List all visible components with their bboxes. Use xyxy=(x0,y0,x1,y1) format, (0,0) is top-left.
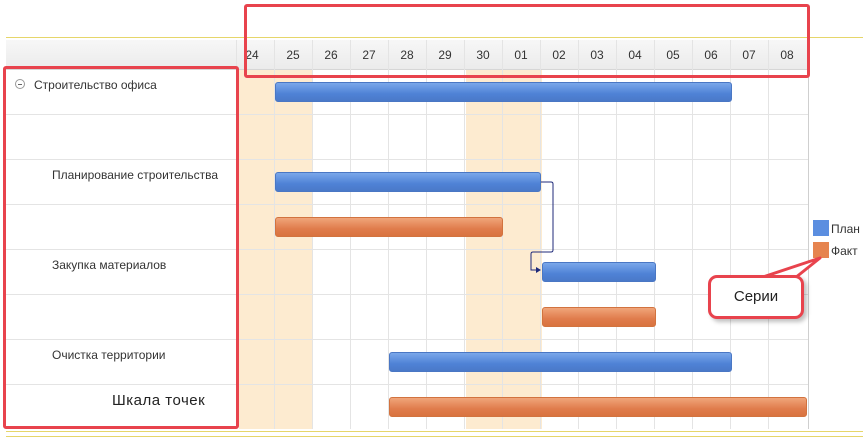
task-list-highlight-frame xyxy=(3,66,239,429)
fact-bar-clearing[interactable] xyxy=(389,397,807,417)
timeline-tick: 26 xyxy=(324,48,338,62)
fact-bar-planning[interactable] xyxy=(275,217,503,237)
grid-line xyxy=(274,40,275,429)
timeline-tick: 01 xyxy=(514,48,528,62)
grid-line xyxy=(540,40,541,429)
timeline-tick: 28 xyxy=(400,48,414,62)
timeline-tick: 02 xyxy=(552,48,566,62)
row-separator xyxy=(6,204,808,205)
plot-right-border xyxy=(808,40,809,429)
timeline-header xyxy=(6,40,808,70)
legend-fact-label: Факт xyxy=(831,244,858,258)
timeline-tick: 03 xyxy=(590,48,604,62)
task-label-planning[interactable]: Планирование строительства xyxy=(52,168,219,182)
chart-bottom-border xyxy=(6,431,863,432)
plan-bar-materials[interactable] xyxy=(542,262,656,282)
legend-fact-swatch xyxy=(813,242,829,258)
grid-line xyxy=(768,40,769,429)
grid-line xyxy=(654,40,655,429)
timeline-tick: 07 xyxy=(742,48,756,62)
legend-plan-swatch xyxy=(813,220,829,236)
timeline-tick: 05 xyxy=(666,48,680,62)
row-separator xyxy=(6,339,808,340)
timeline-tick: 27 xyxy=(362,48,376,62)
grid-line xyxy=(730,40,731,429)
row-separator xyxy=(6,114,808,115)
grid-line xyxy=(578,40,579,429)
collapse-toggle-icon[interactable] xyxy=(15,79,25,89)
plan-bar-office[interactable] xyxy=(275,82,732,102)
callout-joint xyxy=(763,278,789,284)
timeline-tick: 25 xyxy=(286,48,300,62)
row-separator xyxy=(6,249,808,250)
legend-plan-label: План xyxy=(831,222,860,236)
timeline-tick: 04 xyxy=(628,48,642,62)
row-separator xyxy=(6,384,808,385)
fact-bar-materials[interactable] xyxy=(542,307,656,327)
plan-bar-clearing[interactable] xyxy=(389,352,732,372)
chart-top-border xyxy=(6,37,863,38)
timeline-tick: 06 xyxy=(704,48,718,62)
series-callout: Серии xyxy=(708,275,804,319)
row-separator xyxy=(6,294,808,295)
task-label-office[interactable]: Строительство офиса xyxy=(34,78,157,92)
plan-bar-planning[interactable] xyxy=(275,172,541,192)
timeline-tick: 30 xyxy=(476,48,490,62)
task-label-materials[interactable]: Закупка материалов xyxy=(52,258,167,272)
timeline-tick: 24 xyxy=(245,48,259,62)
timeline-tick: 29 xyxy=(438,48,452,62)
timeline-tick: 08 xyxy=(780,48,794,62)
grid-line xyxy=(616,40,617,429)
grid-line xyxy=(692,40,693,429)
points-scale-caption: Шкала точек xyxy=(112,392,206,409)
row-separator xyxy=(6,159,808,160)
chart-bottom-border-2 xyxy=(6,436,863,437)
task-label-clearing[interactable]: Очистка территории xyxy=(52,348,166,362)
timeline-highlight-frame xyxy=(244,4,810,78)
